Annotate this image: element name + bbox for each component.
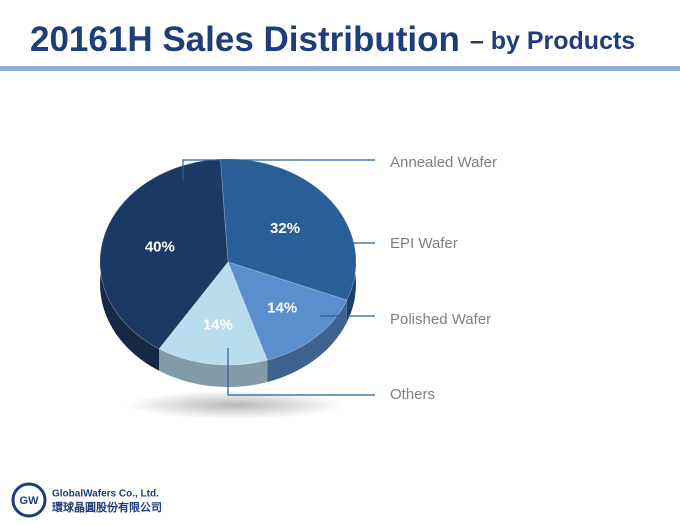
title-sub: – by Products — [470, 27, 635, 55]
legend-label: Annealed Wafer — [390, 154, 497, 171]
title: 20161H Sales Distribution – by Products — [30, 20, 635, 59]
title-main: 20161H Sales Distribution — [30, 20, 460, 59]
leader-line — [182, 159, 375, 180]
logo-text: GW — [20, 495, 40, 507]
legend-label: Others — [390, 386, 435, 403]
slice — [219, 158, 357, 301]
value-label: 40% — [145, 239, 175, 256]
legend-label: EPI Wafer — [390, 235, 458, 252]
slice-side — [267, 300, 347, 383]
value-label: 32% — [270, 220, 300, 237]
slice — [158, 261, 268, 366]
slice-side — [159, 348, 268, 387]
logo-mark — [11, 482, 47, 518]
title-rule — [0, 66, 680, 71]
leader-line — [227, 348, 375, 396]
company-name-local: 環球晶圓股份有限公司 — [52, 500, 162, 514]
legend-label: Polished Wafer — [390, 311, 491, 328]
pie-shadow — [125, 391, 345, 419]
slice — [99, 158, 229, 350]
slice — [227, 261, 348, 361]
value-label: 14% — [267, 300, 297, 317]
pie: 32% 14% 14% 40% — [99, 158, 357, 387]
legend: Annealed Wafer EPI Wafer Polished Wafer Oth… — [182, 154, 497, 403]
company-name: GlobalWafers Co., Ltd. — [52, 489, 159, 500]
value-label: 14% — [203, 316, 233, 333]
